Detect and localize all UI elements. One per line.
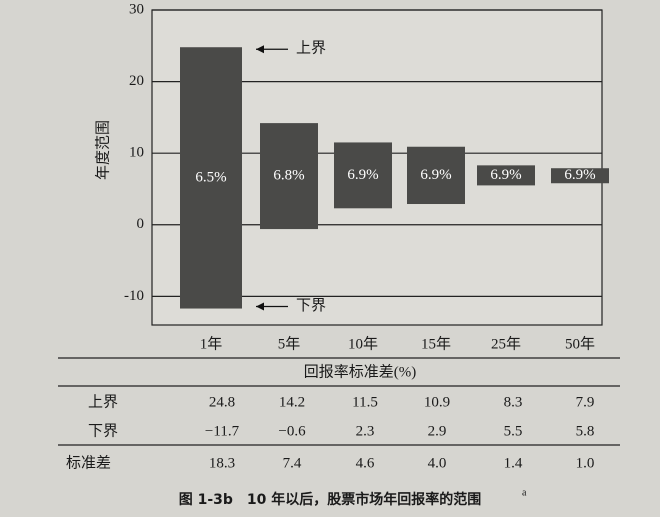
- x-tick-label: 25年: [491, 335, 521, 352]
- bar-label: 6.8%: [273, 168, 304, 184]
- annotation: 上界: [296, 40, 326, 57]
- table-cell: 11.5: [352, 394, 378, 410]
- table-cell: 2.9: [428, 423, 447, 439]
- table-cell: 10.9: [424, 394, 450, 410]
- annotation: 下界: [296, 298, 326, 314]
- bar-label: 6.9%: [420, 167, 451, 183]
- range-bar: [180, 47, 242, 309]
- bar-label: 6.9%: [564, 167, 595, 183]
- row-label: 标准差: [66, 454, 111, 471]
- table-cell: 4.6: [356, 455, 375, 471]
- y-tick-label: 20: [129, 73, 144, 89]
- table-cell: 1.4: [504, 455, 523, 471]
- arrow-head: [256, 45, 264, 54]
- range-bar: [260, 123, 318, 230]
- table-cell: 7.9: [576, 394, 595, 410]
- table-cell: 14.2: [279, 394, 305, 410]
- table-cell: 8.3: [504, 394, 523, 410]
- bar-label: 6.9%: [490, 167, 521, 183]
- range-bar: [407, 146, 465, 205]
- table-cell: 18.3: [209, 455, 235, 471]
- range-bar: [334, 142, 392, 209]
- y-tick-label: 10: [129, 145, 144, 161]
- caption-note: a: [522, 487, 527, 498]
- y-tick-label: -10: [124, 288, 144, 304]
- range-bar: [551, 168, 609, 184]
- x-tick-label: 50年: [565, 335, 595, 352]
- table-cell: 4.0: [428, 455, 447, 471]
- row-label: 上界: [88, 393, 118, 410]
- y-tick-label: 30: [129, 1, 144, 17]
- table-cell: 5.5: [504, 423, 523, 439]
- table-cell: 24.8: [209, 394, 235, 410]
- range-bar: [477, 165, 535, 186]
- table-header: 回报率标准差(%): [304, 363, 417, 380]
- table-cell: 7.4: [283, 455, 302, 471]
- y-axis-label: 年度范围: [94, 120, 111, 180]
- bar-label: 6.5%: [195, 169, 226, 185]
- x-tick-label: 5年: [278, 335, 301, 352]
- table-cell: −11.7: [205, 423, 240, 439]
- arrow-head: [256, 302, 264, 311]
- table-cell: 1.0: [576, 455, 595, 471]
- x-tick-label: 10年: [348, 335, 378, 352]
- x-tick-label: 15年: [421, 335, 451, 352]
- row-label: 下界: [88, 423, 118, 439]
- table-cell: 2.3: [356, 423, 375, 439]
- bar-label: 6.9%: [347, 167, 378, 183]
- table-cell: 5.8: [576, 423, 595, 439]
- table-cell: −0.6: [278, 423, 306, 439]
- y-tick-label: 0: [137, 216, 145, 232]
- x-tick-label: 1年: [200, 335, 223, 352]
- caption: 图 1-3b 10 年以后，股票市场年回报率的范围: [179, 491, 482, 508]
